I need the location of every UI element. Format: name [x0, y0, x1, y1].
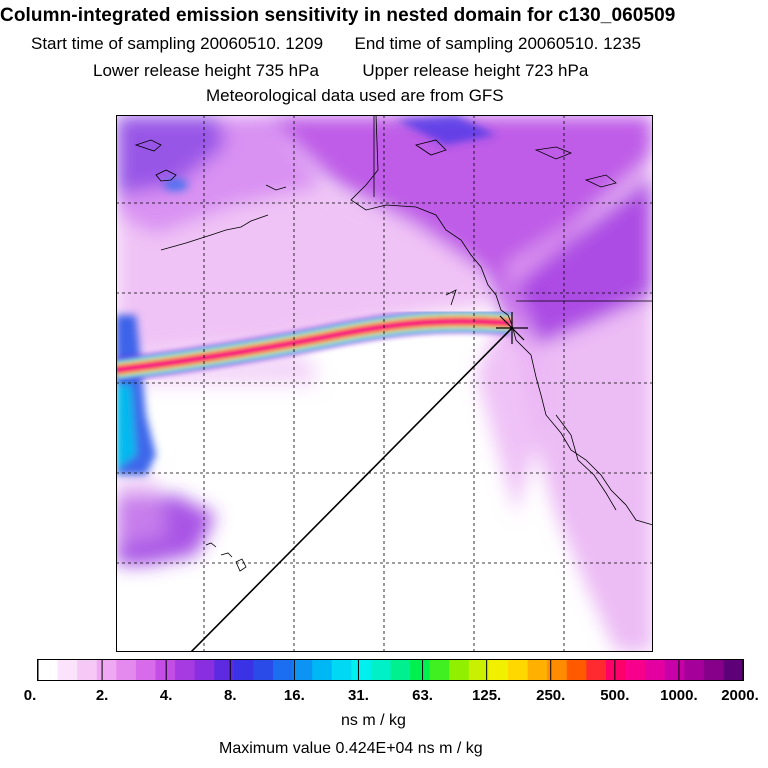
- colorbar-cell: [233, 660, 254, 680]
- colorbar-cell: [116, 660, 137, 680]
- colorbar-tick-label: 2.: [96, 687, 109, 704]
- colorbar-cell: [175, 660, 196, 680]
- colorbar-cell: [586, 660, 607, 680]
- colorbar-cell: [723, 660, 744, 680]
- colorbar-cell: [547, 660, 568, 680]
- lower-release-value: 735 hPa: [255, 61, 319, 80]
- page-title: Column-integrated emission sensitivity i…: [0, 5, 676, 26]
- met-data-note: Meteorological data used are from GFS: [206, 86, 504, 105]
- sampling-times-line: Start time of sampling 20060510. 1209 En…: [31, 34, 641, 54]
- colorbar-cell: [566, 660, 587, 680]
- colorbar-cell: [273, 660, 294, 680]
- colorbar-tick-label: 63.: [412, 687, 433, 704]
- colorbar-tick-label: 125.: [472, 687, 501, 704]
- colorbar-units: ns m / kg: [341, 712, 406, 729]
- colorbar-cell: [331, 660, 352, 680]
- colorbar-cell: [508, 660, 529, 680]
- colorbar-cell: [645, 660, 666, 680]
- colorbar-cell: [410, 660, 431, 680]
- colorbar-cell: [253, 660, 274, 680]
- sensitivity-map: [116, 115, 653, 652]
- colorbar-cell: [449, 660, 470, 680]
- colorbar-cell: [38, 660, 59, 680]
- colorbar-cell: [57, 660, 78, 680]
- upper-release-value: 723 hPa: [524, 61, 589, 80]
- colorbar-cell: [370, 660, 391, 680]
- release-heights-line: Lower release height 735 hPa Upper relea…: [93, 61, 588, 81]
- colorbar-cell: [468, 660, 489, 680]
- end-time-label: End time of sampling: [354, 34, 514, 53]
- colorbar-cells: [38, 660, 744, 680]
- colorbar-cell: [312, 660, 333, 680]
- colorbar-tick-label: 4.: [160, 687, 173, 704]
- colorbar-ticks: 0. 2. 4. 8. 16. 31. 63. 125. 250. 500. 1000. 2000.: [24, 660, 759, 704]
- colorbar-cell: [605, 660, 626, 680]
- colorbar-tick-label: 500.: [600, 687, 629, 704]
- colorbar-cell: [684, 660, 705, 680]
- colorbar-frame: [37, 659, 744, 681]
- colorbar-tick-label: 31.: [348, 687, 369, 704]
- colorbar-cell: [527, 660, 548, 680]
- plume: [116, 309, 512, 382]
- colorbar-cell: [664, 660, 685, 680]
- colorbar-cell: [135, 660, 156, 680]
- start-time-label: Start time of sampling: [31, 34, 196, 53]
- colorbar-cell: [625, 660, 646, 680]
- coastlines: [134, 115, 653, 572]
- colorbar: 0. 2. 4. 8. 16. 31. 63. 125. 250. 500. 1000. 2000.: [24, 659, 759, 704]
- colorbar-cell: [390, 660, 411, 680]
- colorbar-cell: [194, 660, 215, 680]
- maximum-value-text: Maximum value 0.424E+04 ns m / kg: [219, 740, 483, 757]
- colorbar-cell: [488, 660, 509, 680]
- colorbar-cell: [292, 660, 313, 680]
- colorbar-tick-label: 1000.: [660, 687, 698, 704]
- start-time-value: 20060510. 1209: [200, 34, 324, 53]
- colorbar-cell: [155, 660, 176, 680]
- colorbar-tick-label: 250.: [536, 687, 565, 704]
- colorbar-cell: [214, 660, 235, 680]
- end-time-value: 20060510. 1235: [518, 34, 641, 53]
- lower-release-label: Lower release height: [93, 61, 251, 80]
- colorbar-cell: [96, 660, 117, 680]
- map-frame: [116, 115, 653, 652]
- colorbar-cell: [703, 660, 724, 680]
- colorbar-cell: [351, 660, 372, 680]
- upper-release-label: Upper release height: [362, 61, 521, 80]
- colorbar-cell: [77, 660, 98, 680]
- flight-track-line: [190, 327, 513, 652]
- sensitivity-field: [116, 115, 653, 652]
- colorbar-tick-label: 8.: [224, 687, 237, 704]
- colorbar-cell: [429, 660, 450, 680]
- colorbar-tick-label: 0.: [24, 687, 37, 704]
- colorbar-tick-label: 2000.: [721, 687, 759, 704]
- colorbar-tick-label: 16.: [284, 687, 305, 704]
- release-marker: [496, 312, 528, 344]
